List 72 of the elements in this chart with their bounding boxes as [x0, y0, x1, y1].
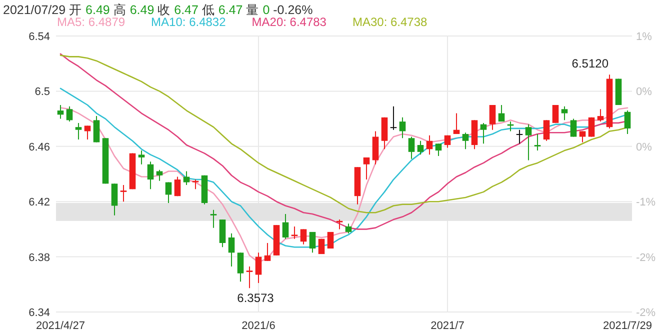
candlestick: [453, 112, 460, 134]
candlestick: [444, 134, 451, 148]
y2-tick-label: 1%: [636, 31, 652, 43]
candlestick: [75, 122, 82, 140]
y2-tick-label: 0%: [636, 86, 652, 98]
candlestick: [435, 143, 442, 157]
candlestick: [336, 219, 343, 230]
candlestick: [120, 184, 127, 202]
candlestick: [597, 108, 604, 122]
candlestick: [489, 104, 496, 130]
y2-tick-label: -1%: [636, 196, 656, 209]
x-tick-label: 2021/7/29: [603, 320, 652, 332]
candlestick: [561, 106, 568, 121]
y-tick-label: 6.54: [28, 31, 50, 43]
candlestick: [498, 104, 505, 122]
chart-title: 2021/07/29 开 6.49 高 6.49 收 6.47 低 6.47 量 0 -0.26%: [3, 3, 313, 17]
candlestick: [552, 104, 559, 124]
candlestick: [408, 136, 415, 160]
candlestick: [84, 125, 91, 140]
candlestick: [228, 232, 235, 267]
candlestick: [165, 182, 172, 204]
y-tick-label: 6.42: [28, 196, 50, 209]
candlestick: [264, 242, 271, 262]
annotation: 6.5120: [572, 56, 609, 71]
candlestick: [516, 129, 523, 144]
candlestick: [372, 130, 379, 165]
candlestick: [246, 266, 253, 289]
candlestick: [381, 116, 388, 150]
candlestick: [579, 130, 586, 143]
candlestick: [66, 106, 73, 122]
candlestick: [138, 150, 145, 165]
candlestick: [300, 228, 307, 245]
candlestick: [624, 110, 631, 134]
y-tick-label: 6.5: [34, 86, 50, 98]
y-tick-label: 6.46: [28, 141, 50, 154]
legend: MA5: 6.4879 MA10: 6.4832 MA20: 6.4783 MA30: 6.4738: [57, 15, 428, 29]
y2-tick-label: 0%: [636, 141, 652, 154]
candlestick: [192, 179, 199, 190]
candlestick: [417, 140, 424, 156]
y2-tick-label: -2%: [636, 307, 656, 319]
candlestick: [390, 106, 397, 130]
candlestick: [543, 120, 550, 142]
candlestick: [210, 209, 217, 228]
candlestick: [282, 214, 289, 240]
y-tick-label: 6.38: [28, 252, 50, 264]
candlestick: [219, 219, 226, 248]
candlestick: [93, 116, 100, 143]
y-tick-label: 6.34: [28, 307, 50, 319]
x-tick-label: 2021/7: [430, 320, 464, 332]
y2-tick-label: -2%: [636, 252, 656, 264]
candlestick: [309, 231, 316, 254]
candlestick: [156, 169, 163, 182]
candlestick: [237, 252, 244, 282]
annotation: 6.3573: [237, 291, 274, 306]
x-tick-label: 2021/6: [242, 320, 276, 332]
candlestick: [111, 183, 118, 216]
candlestick: [399, 116, 406, 139]
candlestick: [345, 223, 352, 234]
candlestick: [426, 134, 433, 156]
candlestick: [462, 132, 469, 150]
candlestick: [534, 133, 541, 152]
x-tick-label: 2021/4/27: [36, 320, 85, 332]
candlestick: [174, 176, 181, 197]
candlestick: [291, 226, 298, 240]
candlestick: [57, 104, 64, 120]
candlestick: [183, 170, 190, 186]
candlestick: [255, 252, 262, 284]
candlestick: [570, 118, 577, 138]
candlestick: [525, 124, 532, 161]
candlestick: [480, 122, 487, 144]
candlestick: [147, 161, 154, 190]
candlestick: [363, 156, 370, 180]
